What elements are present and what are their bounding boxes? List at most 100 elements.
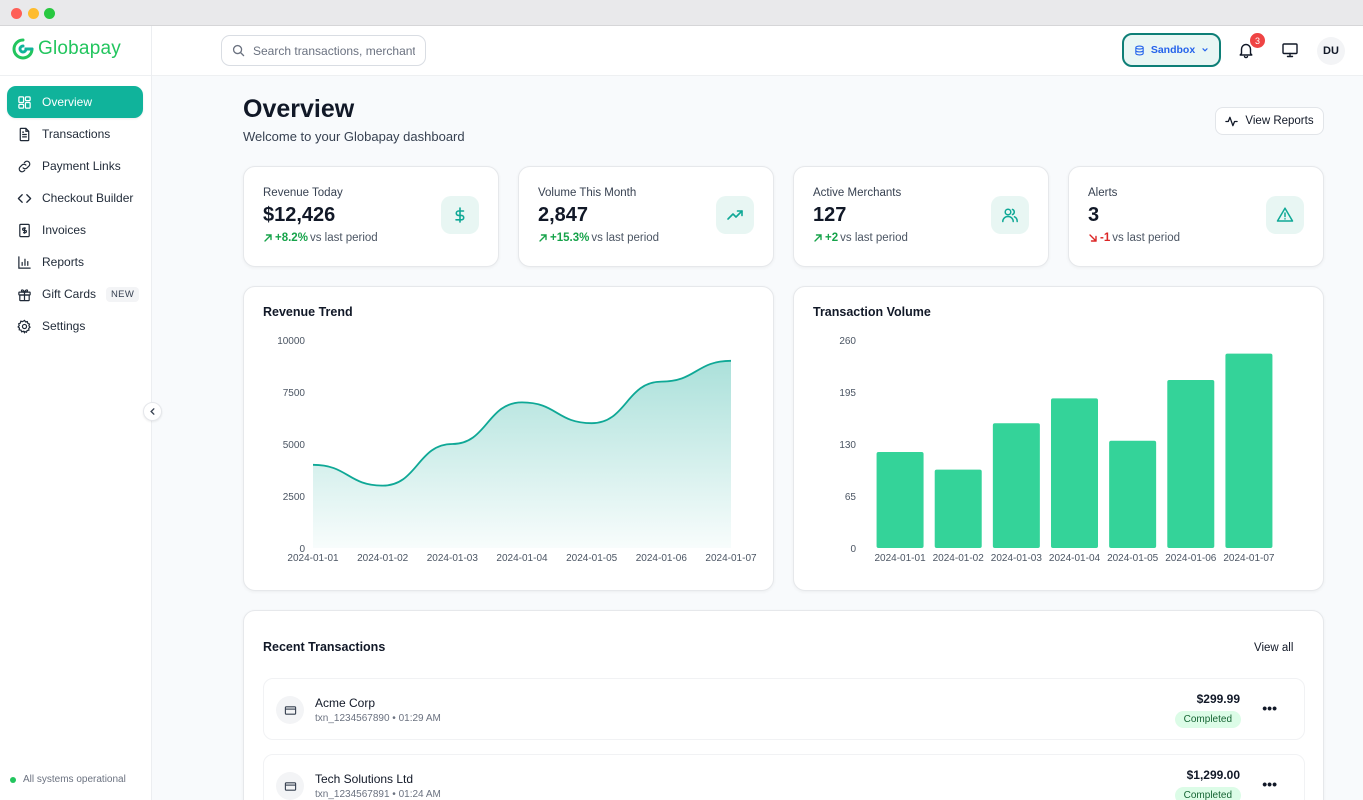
gift-icon: [18, 288, 31, 301]
y-tick-label: 5000: [283, 440, 306, 451]
page-subtitle: Welcome to your Globapay dashboard: [243, 129, 465, 144]
collapse-sidebar-button[interactable]: [143, 402, 162, 421]
x-tick-label: 2024-01-07: [705, 553, 757, 564]
users-icon: [1002, 208, 1018, 223]
notification-count-badge: 3: [1250, 33, 1265, 48]
x-tick-label: 2024-01-01: [874, 553, 926, 564]
stat-value: 3: [1088, 204, 1100, 226]
sidebar-item-settings[interactable]: Settings: [7, 310, 143, 342]
transaction-meta: txn_1234567890 • 01:29 AM: [315, 713, 441, 724]
minimize-window-button[interactable]: [28, 8, 39, 19]
sidebar-item-reports[interactable]: Reports: [7, 246, 143, 278]
stat-value: 2,847: [538, 204, 589, 226]
stat-title: Alerts: [1088, 187, 1118, 199]
environment-selector[interactable]: Sandbox: [1122, 33, 1221, 67]
y-tick-label: 0: [299, 544, 305, 555]
view-all-link[interactable]: View all: [1254, 642, 1294, 654]
view-reports-button[interactable]: View Reports: [1215, 107, 1324, 135]
stat-icon-box: [441, 196, 479, 234]
status-dot-icon: [10, 776, 16, 783]
stat-change-value: +15.3%: [550, 232, 590, 244]
environment-label: Sandbox: [1150, 44, 1196, 56]
top-bar: Sandbox 3 DU: [152, 26, 1363, 76]
stat-title: Active Merchants: [813, 187, 902, 199]
section-title: Recent Transactions: [263, 640, 386, 654]
user-avatar[interactable]: DU: [1317, 37, 1345, 65]
volume-bar: [1167, 380, 1215, 548]
more-options-icon[interactable]: •••: [1262, 700, 1277, 716]
transaction-volume-chart: 0 65 130 195 260 2024-01-01 2024-01-02 2024-01-…: [839, 336, 1275, 564]
arrow-up-right-icon: [539, 234, 547, 242]
credit-card-icon: [276, 772, 304, 800]
sidebar-divider: [0, 75, 151, 76]
more-options-icon[interactable]: •••: [1262, 776, 1277, 792]
bell-icon[interactable]: [1237, 41, 1255, 59]
y-tick-label: 195: [839, 388, 856, 399]
stat-value: 127: [813, 204, 847, 226]
monitor-icon[interactable]: [1281, 41, 1299, 59]
x-tick-label: 2024-01-06: [1165, 553, 1217, 564]
sidebar-item-invoices[interactable]: Invoices: [7, 214, 143, 246]
y-tick-label: 0: [850, 544, 856, 555]
revenue-trend-chart: 0 2500 5000 7500 10000 2024-01-01 2024-01-02 20…: [277, 336, 757, 564]
file-text-icon: [19, 127, 30, 141]
search-box[interactable]: [221, 35, 426, 66]
sidebar-item-overview[interactable]: Overview: [7, 86, 143, 118]
transaction-row[interactable]: Tech Solutions Ltd txn_1234567891 • 01:2…: [263, 754, 1305, 800]
sidebar-item-label: Gift Cards: [42, 287, 97, 301]
brand-logo[interactable]: Globapay: [11, 37, 121, 61]
stat-value: $12,426: [263, 204, 336, 226]
chevron-left-icon: [150, 408, 155, 415]
transaction-meta: txn_1234567891 • 01:24 AM: [315, 789, 441, 800]
revenue-trend-card: Revenue Trend 0 2500 5000 7500 10000 2024-01-…: [243, 286, 774, 591]
invoice-icon: [19, 223, 30, 237]
sidebar-item-gift-cards[interactable]: Gift Cards NEW: [7, 278, 143, 310]
sidebar-nav: Overview Transactions Payment Links Chec…: [7, 86, 143, 342]
stat-title: Revenue Today: [263, 187, 343, 199]
stat-icon-box: [1266, 196, 1304, 234]
close-window-button[interactable]: [11, 8, 22, 19]
volume-bar: [876, 452, 924, 548]
arrow-down-right-icon: [1089, 234, 1097, 242]
dollar-icon: [455, 207, 465, 223]
merchant-name: Acme Corp: [315, 696, 376, 710]
y-tick-label: 7500: [283, 388, 306, 399]
volume-bar: [1051, 398, 1098, 548]
y-tick-label: 65: [845, 492, 857, 503]
merchant-name: Tech Solutions Ltd: [315, 772, 414, 786]
stat-icon-box: [716, 196, 754, 234]
sidebar-item-label: Checkout Builder: [42, 191, 134, 205]
search-input[interactable]: [253, 43, 415, 58]
system-status: All systems operational: [10, 774, 126, 785]
activity-icon: [1225, 116, 1239, 126]
sidebar-item-payment-links[interactable]: Payment Links: [7, 150, 143, 182]
volume-bar: [934, 469, 982, 548]
page-title: Overview: [243, 95, 355, 123]
y-tick-label: 2500: [283, 492, 306, 503]
x-tick-label: 2024-01-07: [1223, 553, 1275, 564]
stat-icon-box: [991, 196, 1029, 234]
credit-card-icon: [276, 696, 304, 724]
system-status-text: All systems operational: [23, 774, 126, 785]
stat-change-value: +8.2%: [275, 232, 308, 244]
sidebar-item-transactions[interactable]: Transactions: [7, 118, 143, 150]
sidebar-item-label: Payment Links: [42, 159, 121, 173]
y-tick-label: 130: [839, 440, 856, 451]
window-titlebar: [0, 0, 1363, 26]
stat-card-revenue-today: Revenue Today $12,426 +8.2% vs last peri…: [243, 166, 499, 267]
x-tick-label: 2024-01-05: [566, 553, 618, 564]
transaction-row[interactable]: Acme Corp txn_1234567890 • 01:29 AM $299…: [263, 678, 1305, 740]
arrow-up-right-icon: [264, 234, 272, 242]
chart-title: Revenue Trend: [263, 305, 353, 319]
search-icon: [232, 44, 245, 57]
trending-up-icon: [727, 210, 743, 220]
stat-change-suffix: vs last period: [591, 232, 660, 244]
transaction-amount: $1,299.00: [1186, 768, 1240, 782]
area-fill: [313, 360, 731, 548]
stat-change: +15.3% vs last period: [538, 232, 659, 244]
sidebar-item-checkout-builder[interactable]: Checkout Builder: [7, 182, 143, 214]
gear-icon: [17, 319, 31, 334]
sidebar-item-label: Reports: [42, 255, 85, 269]
volume-bar: [992, 423, 1040, 548]
zoom-window-button[interactable]: [44, 8, 55, 19]
